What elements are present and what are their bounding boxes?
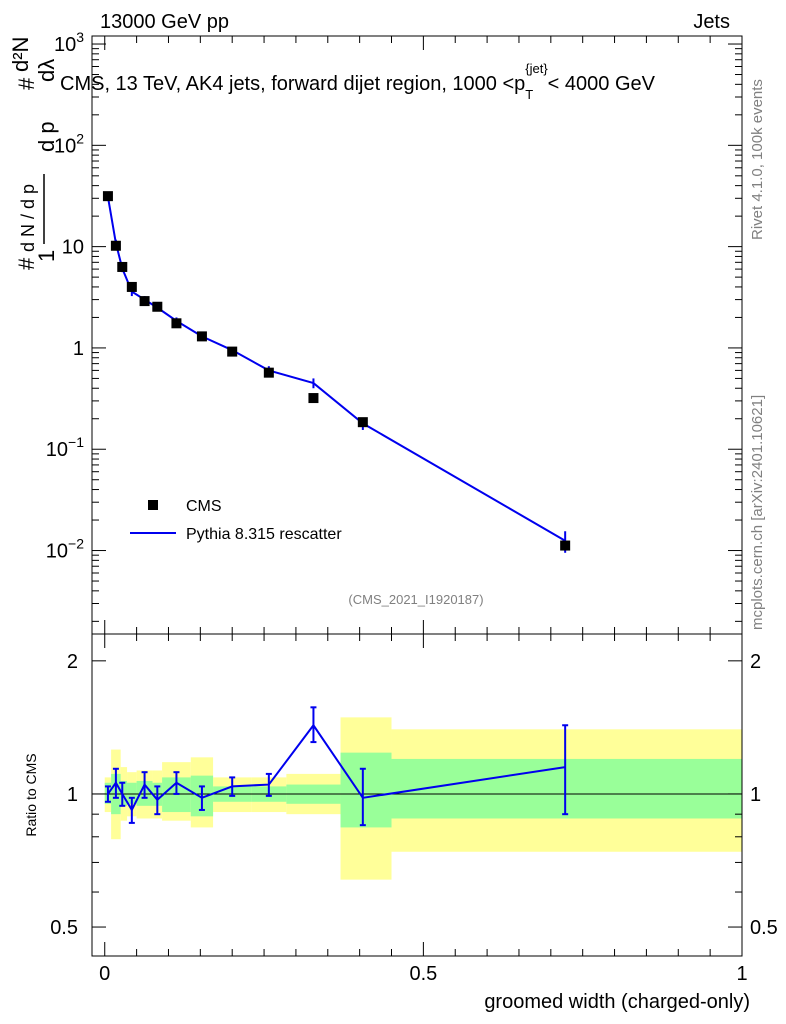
ratio-y-axis-label: Ratio to CMS: [23, 753, 39, 836]
cms-data-point: [357, 417, 368, 428]
cms-data-point: [152, 301, 163, 312]
svg-text:d²N: d²N: [8, 37, 33, 72]
uncertainty-band-inner: [391, 758, 742, 819]
legend-cms-label: CMS: [186, 498, 222, 515]
rivet-version-label: Rivet 4.1.0, 100k events: [749, 79, 766, 240]
cms-data-point: [139, 296, 150, 307]
analysis-watermark: (CMS_2021_I1920187): [348, 592, 483, 607]
ratio-y-tick-label: 1: [67, 784, 78, 806]
cms-data-point: [196, 331, 207, 342]
cms-data-point: [117, 261, 128, 272]
cms-data-point: [126, 281, 137, 292]
x-tick-label: 0.5: [409, 963, 437, 985]
main-y-tick-label: 1: [73, 338, 84, 360]
svg-text:d N / d p: d N / d p: [18, 184, 38, 252]
plot-title: CMS, 13 TeV, AK4 jets, forward dijet reg…: [60, 61, 656, 102]
main-y-tick-label: 10: [62, 237, 84, 259]
ratio-y-tick-label: 0.5: [50, 917, 78, 939]
cms-data-point: [110, 240, 121, 251]
mcplots-label: mcplots.cern.ch [arXiv:2401.10621]: [749, 395, 766, 630]
main-y-tick-label: 10−2: [46, 536, 84, 563]
ratio-panel-frame: [91, 633, 743, 957]
svg-text:#: #: [14, 257, 39, 270]
ratio-y-tick-label-right: 0.5: [750, 917, 778, 939]
header-right: Jets: [693, 11, 730, 33]
header-left: 13000 GeV pp: [100, 11, 229, 33]
cms-data-point: [171, 318, 182, 329]
legend-mc-label: Pythia 8.315 rescatter: [186, 526, 342, 543]
cms-data-point: [308, 393, 319, 404]
legend-cms-marker: [148, 500, 158, 510]
svg-text:1: 1: [34, 250, 59, 262]
x-tick-label: 1: [736, 963, 747, 985]
uncertainty-band-inner: [127, 782, 137, 804]
ratio-y-tick-label-right: 2: [750, 651, 761, 673]
svg-text:#: #: [14, 77, 39, 90]
cms-data-point: [102, 191, 113, 202]
ratio-y-tick-label-right: 1: [750, 784, 761, 806]
main-y-tick-label: 103: [54, 29, 84, 56]
uncertainty-band-inner: [120, 780, 128, 806]
cms-data-point: [263, 367, 274, 378]
ratio-y-tick-label: 2: [67, 651, 78, 673]
main-y-tick-label: 10−1: [46, 434, 84, 461]
x-axis-label: groomed width (charged-only): [484, 991, 750, 1013]
x-tick-label: 0: [99, 963, 110, 985]
svg-text:dλ: dλ: [34, 59, 59, 82]
uncertainty-band-inner: [340, 752, 392, 828]
main-y-axis-label: # 1 d N / d p # d²N d p dλ: [8, 37, 59, 270]
cms-data-point: [560, 540, 571, 551]
svg-text:d p: d p: [34, 121, 59, 152]
mc-series-line: [106, 196, 566, 542]
main-panel-frame: [91, 35, 743, 635]
cms-data-point: [227, 346, 238, 357]
main-y-tick-label: 102: [54, 130, 84, 157]
